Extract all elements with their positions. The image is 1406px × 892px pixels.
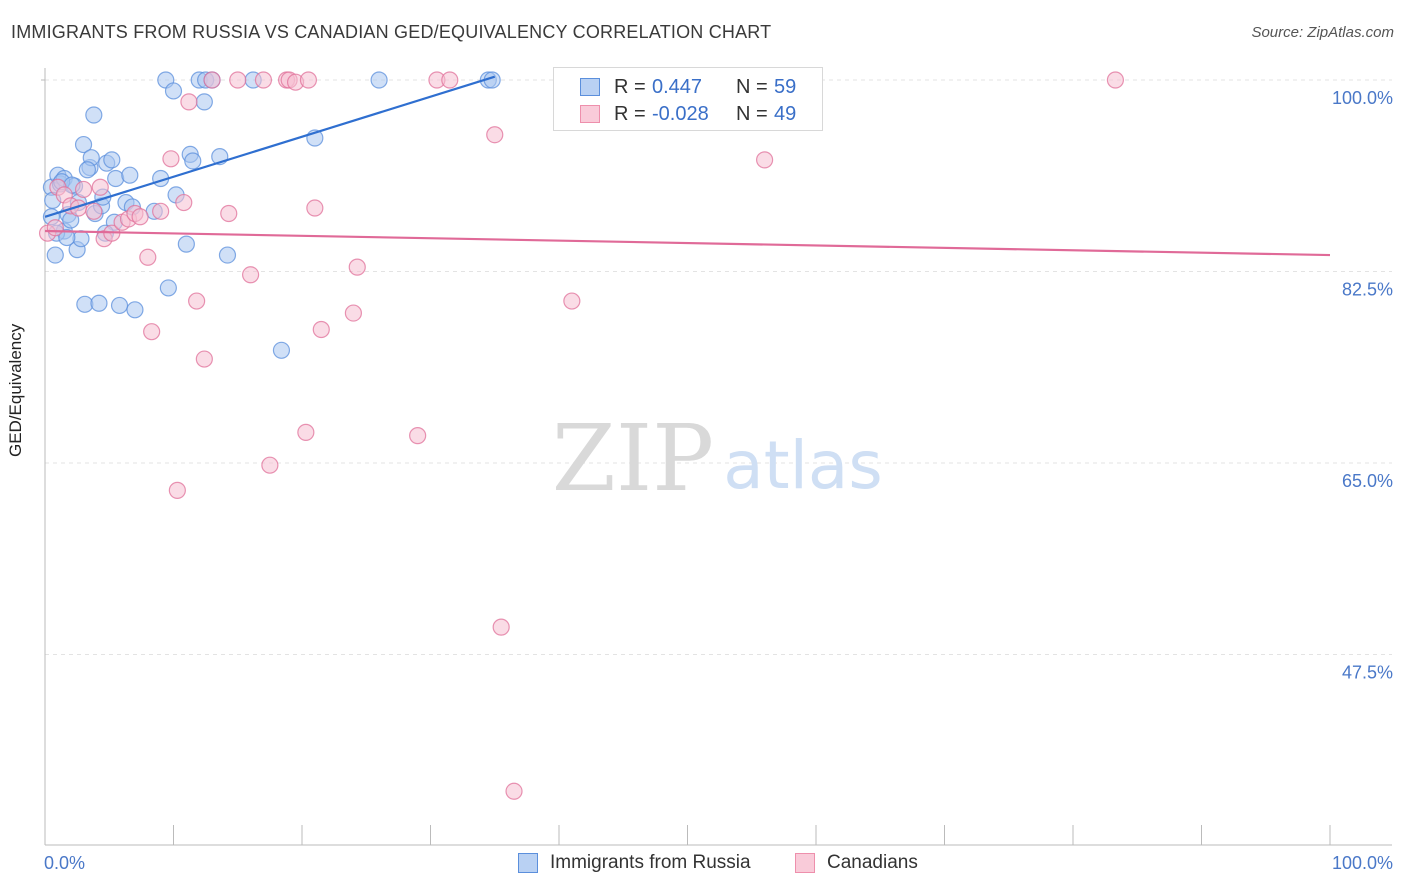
canadians-point [261, 456, 279, 474]
canadians-point [152, 202, 170, 220]
bottom-legend-canadians[interactable]: Canadians [795, 852, 918, 874]
russia-point [164, 82, 183, 100]
canadians-point [242, 266, 260, 284]
legend-r-label: R = [614, 102, 646, 125]
axes [41, 68, 1392, 846]
canadians-point [312, 320, 330, 339]
canadians-point [143, 323, 161, 341]
chart-title: IMMIGRANTS FROM RUSSIA VS CANADIAN GED/E… [11, 22, 772, 42]
russia-point [272, 341, 291, 359]
watermark-atlas: atlas [723, 427, 883, 504]
russia-point [159, 279, 177, 297]
russia-point [74, 135, 93, 154]
russia-point [103, 151, 121, 169]
russia-point [184, 152, 202, 170]
legend-n-value: 49 [774, 102, 797, 125]
canadians-point [229, 71, 247, 89]
legend-n-value: 59 [774, 75, 797, 98]
canadians-point [203, 71, 221, 89]
source-label: Source: ZipAtlas.com [1251, 24, 1394, 41]
canadians-point [188, 292, 206, 310]
correlation-legend: R = 0.447 N = 59 R = -0.028 N = 49 [553, 67, 823, 131]
canadians-point [563, 292, 581, 310]
russia-point [177, 235, 195, 253]
bottom-legend-swatch-canadians [795, 853, 815, 873]
y-tick-label: 100.0% [1332, 88, 1393, 108]
russia-point [370, 71, 388, 89]
russia-point [110, 296, 129, 315]
russia-point [58, 228, 76, 247]
russia-point [107, 169, 125, 188]
gridlines [45, 79, 1392, 655]
canadians-point [1106, 71, 1125, 89]
canadians-point [297, 423, 315, 441]
canadians-point [180, 93, 198, 111]
x-tick-label: 100.0% [1332, 853, 1393, 873]
canadians-point [220, 204, 238, 223]
y-tick-label: 82.5% [1342, 280, 1393, 300]
russia-point [195, 93, 213, 111]
bottom-legend-swatch-russia [518, 853, 538, 873]
russia-point [85, 106, 103, 124]
canadians-point [441, 71, 459, 89]
tick-labels: 100.0% 82.5% 65.0% 47.5% 0.0% 100.0% [44, 88, 1393, 873]
russia-point [78, 161, 97, 179]
russia-point [72, 230, 90, 248]
canadians-point [139, 248, 157, 266]
bottom-legend-russia[interactable]: Immigrants from Russia [518, 852, 751, 874]
canadians-point [409, 427, 427, 445]
canadians-point [344, 304, 362, 322]
canadians-point [299, 71, 318, 89]
canadians-point [168, 481, 186, 499]
bottom-legend-label-canadians: Canadians [827, 852, 918, 873]
canadians-point [755, 151, 774, 169]
legend-n-label: N = [736, 75, 768, 98]
canadians-point [162, 150, 180, 168]
canadians-point [85, 202, 103, 220]
canadians-point [175, 193, 193, 212]
series-russia-points [42, 71, 501, 359]
legend-swatch-canadians [580, 105, 600, 123]
x-tick-label: 0.0% [44, 853, 85, 873]
canadians-point [486, 126, 504, 144]
russia-trend-line [44, 75, 496, 218]
canadians-point [254, 71, 273, 89]
canadians-trend-line [44, 229, 1331, 257]
russia-point [90, 294, 108, 312]
canadians-point [306, 199, 324, 217]
trend-lines [44, 75, 1331, 257]
legend-swatch-russia [580, 78, 600, 96]
russia-point [121, 166, 139, 184]
legend-row-canadians: R = -0.028 N = 49 [580, 102, 796, 126]
canadians-point [74, 180, 93, 199]
bottom-legend-label-russia: Immigrants from Russia [550, 852, 751, 873]
watermark: ZIP atlas [552, 405, 883, 512]
y-tick-label: 65.0% [1342, 471, 1393, 491]
canadians-point [348, 258, 366, 276]
russia-point [46, 246, 64, 264]
watermark-zip: ZIP [552, 405, 714, 512]
y-tick-label: 47.5% [1342, 663, 1393, 683]
russia-point [218, 246, 237, 264]
canadians-point [195, 350, 213, 368]
legend-r-value: 0.447 [652, 75, 703, 98]
canadians-point [492, 618, 510, 636]
canadians-point [131, 208, 149, 226]
legend-row-russia: R = 0.447 N = 59 [580, 75, 796, 99]
canadians-point [46, 219, 64, 237]
canadians-point [505, 782, 523, 800]
legend-n-label: N = [736, 102, 768, 125]
legend-r-label: R = [614, 75, 646, 98]
russia-point [76, 295, 94, 313]
canadians-point [91, 178, 109, 196]
russia-point [126, 301, 144, 319]
legend-r-value: -0.028 [652, 102, 709, 125]
